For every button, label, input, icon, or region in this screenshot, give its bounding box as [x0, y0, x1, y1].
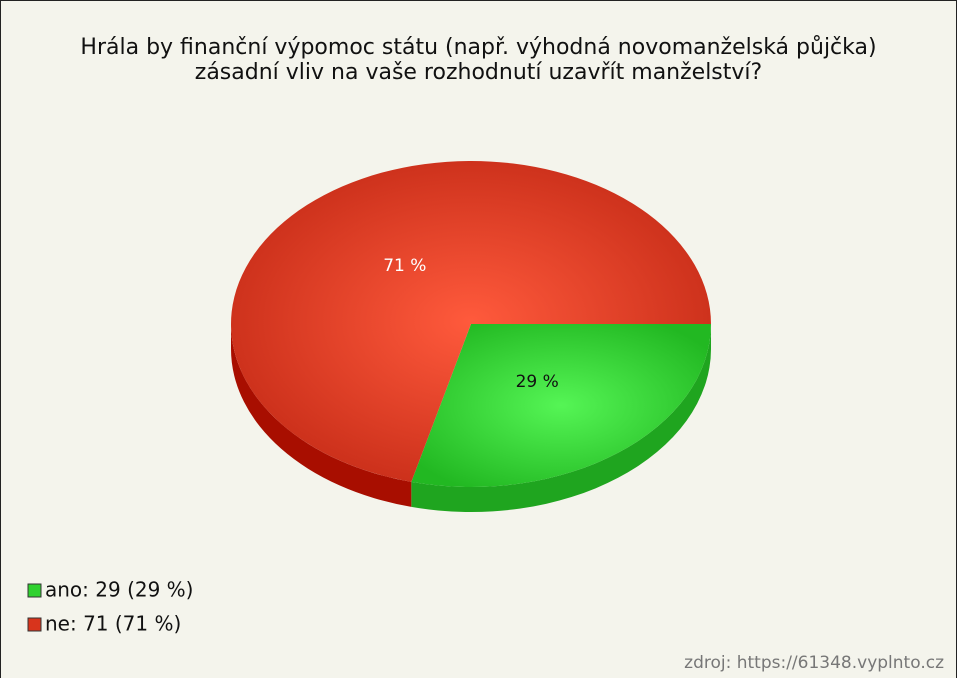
chart-title: Hrála by finanční výpomoc státu (např. v…	[80, 35, 877, 85]
source: zdroj: https://61348.vyplnto.cz	[684, 653, 944, 673]
slice-side	[411, 324, 711, 512]
legend-swatch	[27, 617, 42, 632]
slice-side	[231, 324, 412, 507]
legend-label: ano: 29 (29 %)	[45, 578, 194, 602]
legend-swatch	[27, 583, 42, 598]
slice	[231, 161, 712, 482]
value-label: 71 %	[383, 256, 426, 276]
value-label: 29 %	[516, 372, 559, 392]
legend-label: ne: 71 (71 %)	[45, 612, 181, 636]
slice	[411, 324, 711, 487]
